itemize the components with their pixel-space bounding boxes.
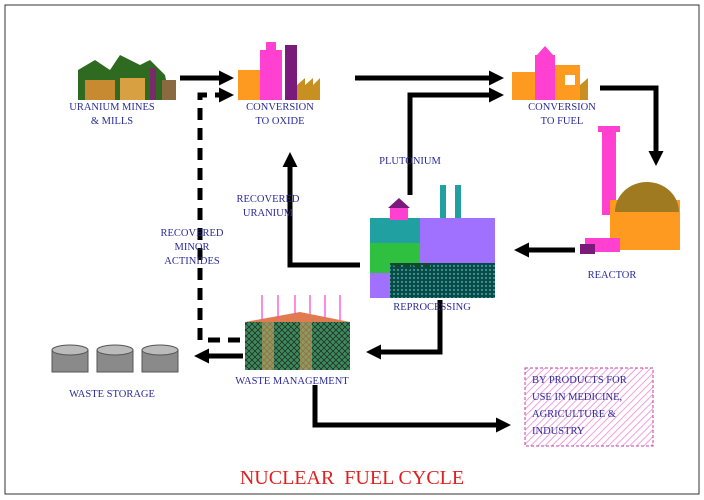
node-label: WASTE STORAGE — [69, 389, 155, 400]
diagram-title: NUCLEAR FUEL CYCLE — [240, 467, 464, 489]
frame — [4, 4, 700, 495]
node-label: WASTE MANAGEMENT — [235, 376, 349, 387]
arrows — [180, 70, 664, 433]
reprocessing-icon — [370, 185, 495, 298]
flow-label: MINOR — [174, 242, 209, 253]
node-label: REPROCESSING — [393, 302, 471, 313]
flow-label: PLUTONIUM — [379, 156, 441, 167]
node-label: & MILLS — [91, 116, 133, 127]
node-label: AGRICULTURE & — [532, 409, 616, 420]
node-label: BY PRODUCTS FOR — [532, 375, 627, 386]
mines-icon — [78, 55, 176, 100]
fuel-icon — [512, 46, 588, 100]
node-label: USE IN MEDICINE, — [532, 392, 622, 403]
flow-label: ACTINIDES — [164, 256, 220, 267]
node-label: TO FUEL — [541, 116, 584, 127]
waste-storage-icon — [51, 344, 179, 373]
flow-label: RECOVERED — [237, 194, 300, 205]
node-label: URANIUM MINES — [69, 102, 155, 113]
node-label: CONVERSION — [246, 102, 314, 113]
waste-management-icon — [245, 295, 350, 370]
reactor-icon — [580, 126, 680, 254]
node-label: TO OXIDE — [255, 116, 304, 127]
node-label: REACTOR — [588, 270, 637, 281]
oxide-icon — [238, 42, 320, 100]
byproducts-box — [524, 367, 654, 447]
flow-label: URANIUM — [243, 208, 294, 219]
node-label: CONVERSION — [528, 102, 596, 113]
flow-label: RECOVERED — [161, 228, 224, 239]
node-label: INDUSTRY — [532, 426, 585, 437]
